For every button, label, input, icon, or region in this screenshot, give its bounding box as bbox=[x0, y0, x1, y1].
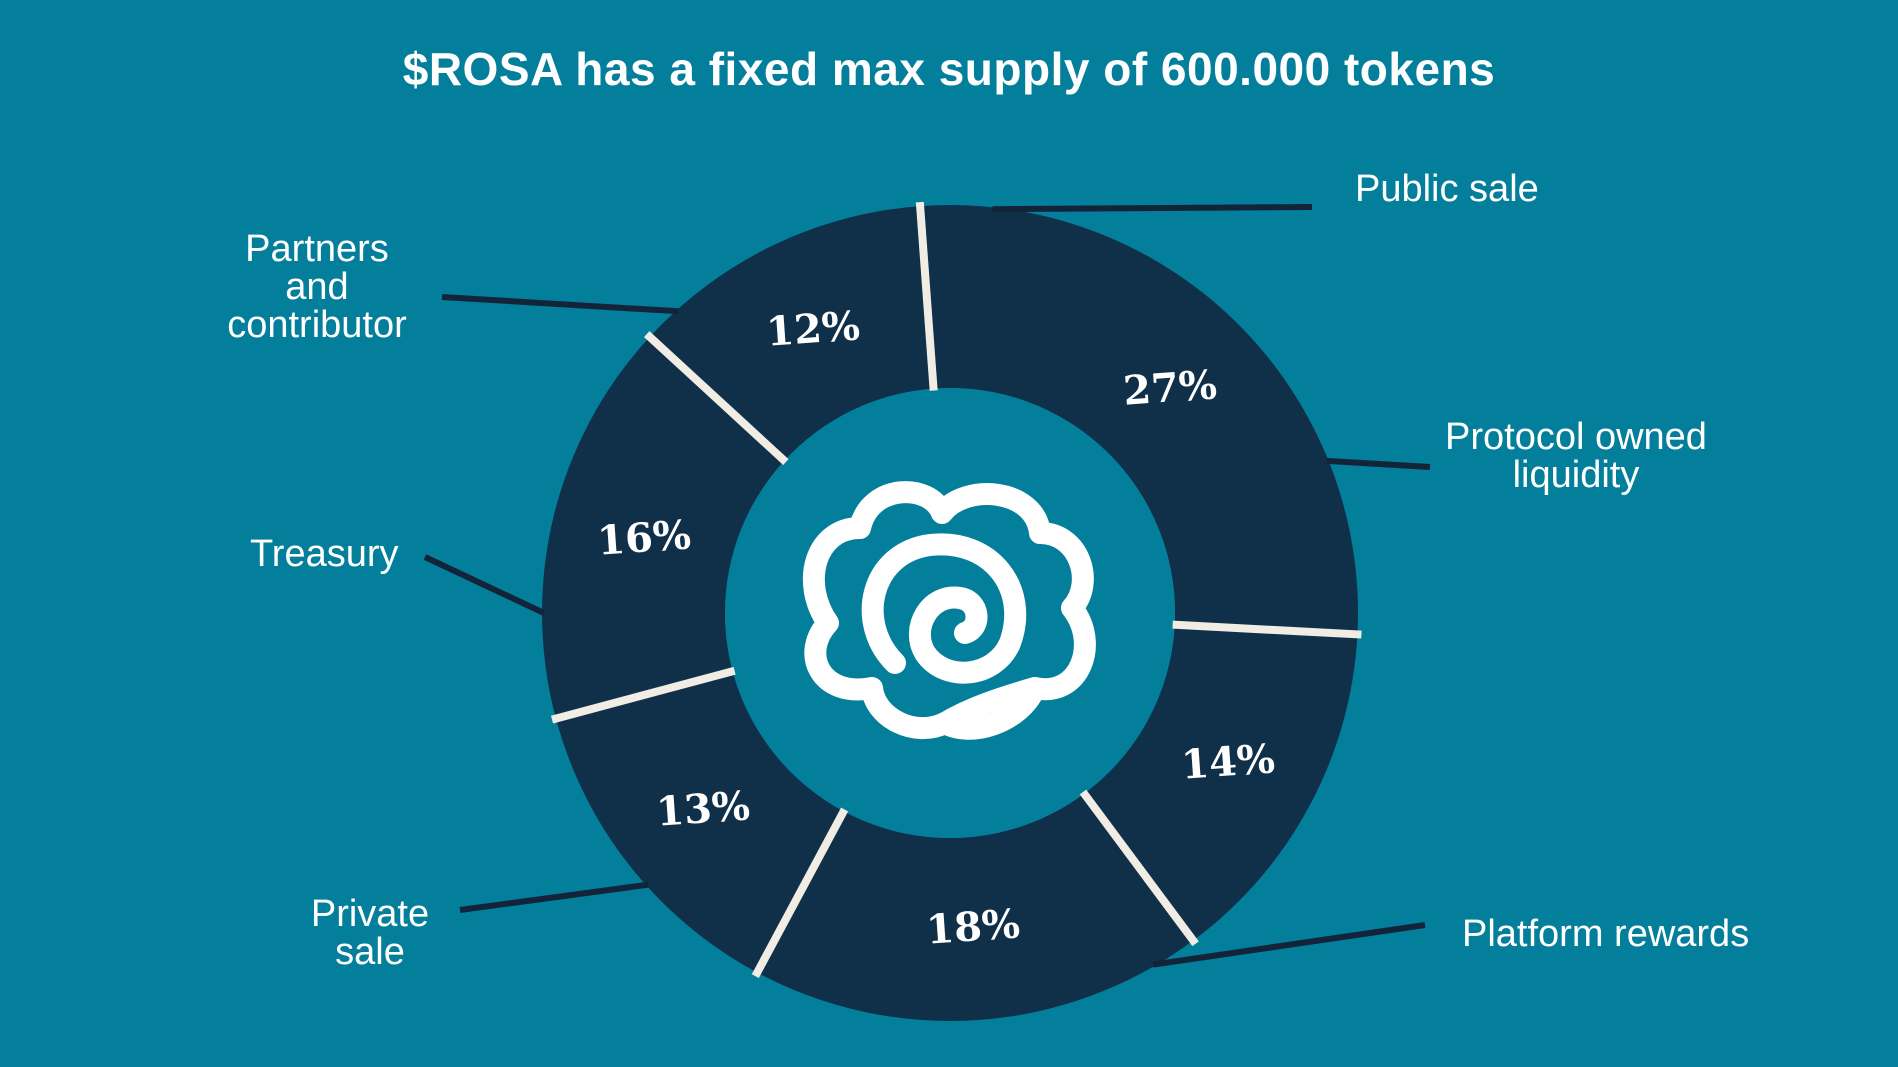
value-label-partners-and-contributor: 13% bbox=[654, 781, 752, 836]
value-label-protocol-owned-liquidity: 12% bbox=[764, 302, 862, 357]
leader-line-partners-and-contributor bbox=[441, 294, 679, 315]
rose-logo-icon bbox=[802, 481, 1096, 740]
category-label-line: Public sale bbox=[1355, 168, 1539, 210]
slice-separator bbox=[551, 666, 736, 724]
slice-treasury bbox=[757, 793, 1194, 1022]
category-label-private-sale: Private sale bbox=[311, 895, 429, 971]
category-label-line: sale bbox=[335, 931, 405, 973]
chart-title: $ROSA has a fixed max supply of 600.000 … bbox=[402, 43, 1496, 95]
slice-private-sale bbox=[1084, 624, 1358, 941]
category-label-line: Partners bbox=[245, 228, 389, 270]
category-label-line: Private bbox=[310, 893, 430, 935]
slice-separator bbox=[1172, 620, 1362, 639]
leader-lines bbox=[423, 204, 1431, 968]
donut-hole bbox=[725, 388, 1175, 838]
slice-separator bbox=[644, 331, 789, 466]
category-label-platform-rewards: Platform rewards bbox=[1462, 915, 1749, 953]
leader-line-platform-rewards bbox=[1152, 922, 1426, 968]
leader-line-protocol-owned-liquidity bbox=[1326, 457, 1431, 470]
category-label-line: Platform rewards bbox=[1462, 913, 1750, 955]
slice-separator bbox=[915, 201, 938, 391]
rose-outline bbox=[802, 481, 1096, 740]
value-label-platform-rewards: 27% bbox=[1122, 361, 1219, 415]
category-label-line: Treasury bbox=[250, 533, 399, 575]
separators bbox=[551, 201, 1362, 978]
value-label-treasury: 18% bbox=[924, 900, 1022, 954]
slice-public-sale bbox=[542, 336, 785, 719]
rose-spiral bbox=[861, 533, 1027, 684]
slice-platform-rewards bbox=[920, 204, 1358, 635]
rose-petal-line bbox=[934, 677, 1046, 734]
category-label-protocol-owned-liquidity: Protocol owned liquidity bbox=[1445, 418, 1707, 494]
slice-separator bbox=[1079, 789, 1199, 947]
slice-separator bbox=[751, 807, 849, 978]
slice-partners-and-contributor bbox=[555, 671, 844, 973]
category-label-line: contributor bbox=[227, 304, 407, 346]
category-label-line: liquidity bbox=[1512, 454, 1640, 496]
category-label-line: and bbox=[285, 266, 349, 308]
category-label-line: Protocol owned bbox=[1445, 416, 1707, 458]
leader-line-treasury bbox=[423, 554, 546, 616]
category-label-treasury: Treasury bbox=[250, 535, 399, 573]
value-label-private-sale: 14% bbox=[1179, 735, 1276, 789]
value-label-public-sale: 16% bbox=[595, 511, 693, 565]
leader-line-private-sale bbox=[459, 881, 649, 913]
leader-line-public-sale bbox=[992, 204, 1313, 213]
category-label-partners-and-contributor: Partners and contributor bbox=[227, 230, 407, 344]
category-label-public-sale: Public sale bbox=[1355, 170, 1539, 208]
